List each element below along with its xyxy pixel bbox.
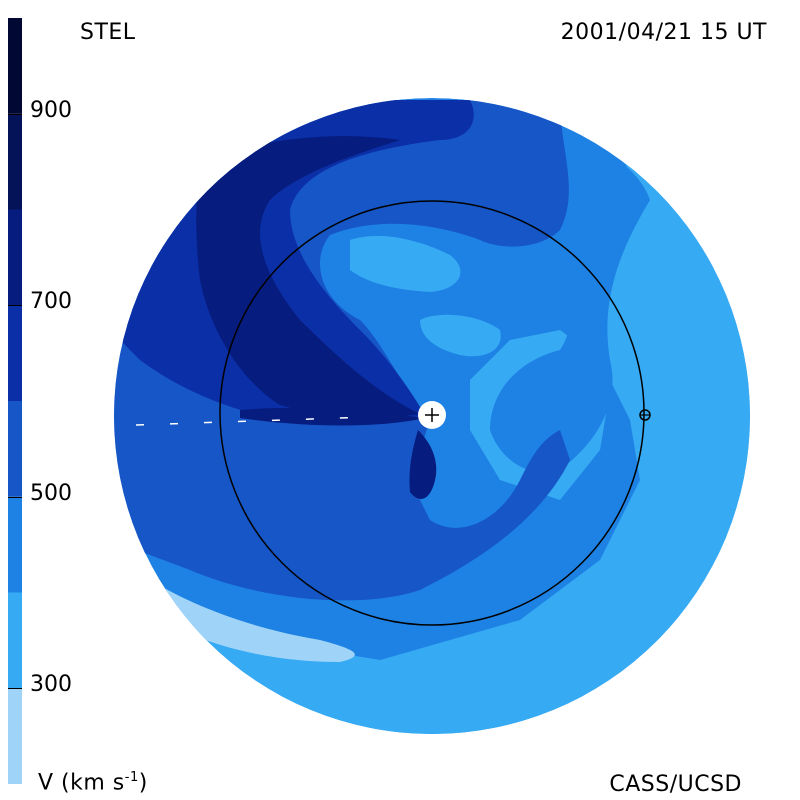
colorbar-level-0: [8, 688, 22, 784]
colorbar-tick-mark: [8, 305, 22, 307]
source-label: STEL: [80, 20, 136, 45]
colorbar-level-5: [8, 209, 22, 306]
map-region-slow-3: [350, 235, 461, 292]
map-region-slow-2: [631, 180, 735, 560]
colorbar-tick-mark: [8, 113, 22, 115]
units-text: V (km s: [38, 770, 125, 796]
colorbar-tick-mark: [8, 496, 22, 498]
colorbar-tick-label: 900: [30, 97, 72, 123]
units-label: V (km s-1): [38, 770, 148, 795]
colorbar-level-6: [8, 113, 22, 210]
map-region-slowest: [150, 580, 355, 662]
map-region-very-fast-3: [240, 407, 425, 426]
colorbar-level-4: [8, 305, 22, 401]
units-close: ): [138, 770, 148, 796]
colorbar-level-1: [8, 592, 22, 689]
colorbar-level-2: [8, 496, 22, 593]
earth-sun-line: [135, 416, 371, 426]
units-exponent: -1: [124, 770, 139, 785]
earth-orbit: [219, 200, 645, 626]
map-region-very-fast-2: [409, 430, 437, 499]
colorbar-tick-label: 300: [30, 672, 72, 698]
colorbar-level-7: [8, 18, 22, 114]
credit-label: CASS/UCSD: [609, 772, 742, 797]
colorbar-tick-label: 700: [30, 289, 72, 315]
colorbar-tick-label: 500: [30, 480, 72, 506]
map-region-slow-4: [420, 314, 501, 357]
colorbar-tick-mark: [8, 688, 22, 690]
colorbar-level-3: [8, 401, 22, 497]
colorbar: [8, 18, 22, 784]
timestamp-label: 2001/04/21 15 UT: [560, 20, 767, 45]
map-region-very-fast: [196, 136, 420, 418]
